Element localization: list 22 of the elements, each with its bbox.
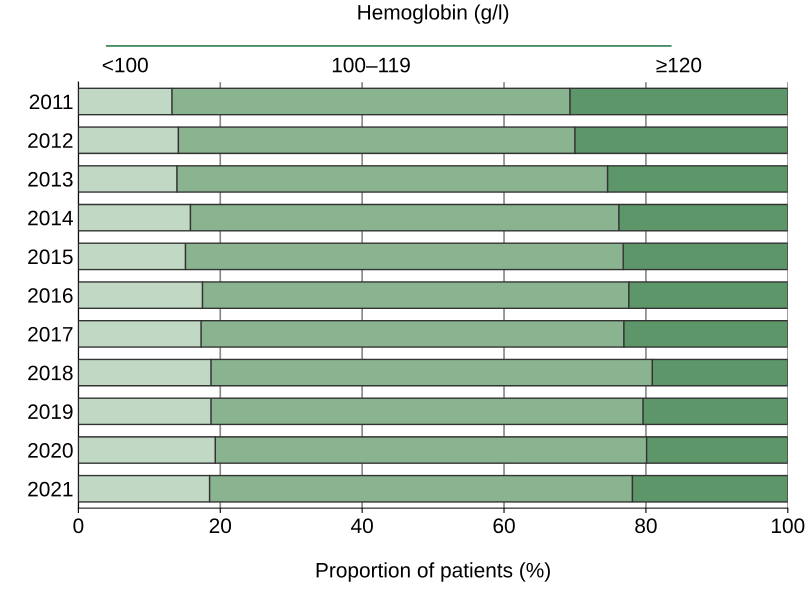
y-tick-label: 2011 xyxy=(30,94,73,110)
x-tick-label: 40 xyxy=(351,518,373,534)
series-label: <100 xyxy=(102,58,148,72)
y-tick-label: 2017 xyxy=(28,326,72,342)
y-tick-label: 2012 xyxy=(28,133,72,148)
y-tick-label: 2021 xyxy=(28,482,73,497)
y-tick-label: 2016 xyxy=(28,288,73,303)
x-tick-label: 0 xyxy=(73,518,84,534)
y-tick-label: 2014 xyxy=(28,210,73,226)
y-tick-label: 2018 xyxy=(28,366,73,380)
x-tick-label: 100 xyxy=(772,518,804,534)
y-tick-label: 2019 xyxy=(28,404,73,420)
x-tick-label: 60 xyxy=(494,518,515,534)
legend-title: Hemoglobin (g/l) xyxy=(358,4,508,24)
series-label: ≥120 xyxy=(656,58,702,72)
x-tick-label: 80 xyxy=(635,518,657,534)
y-tick-label: 2015 xyxy=(28,249,73,264)
y-tick-label: 2013 xyxy=(28,172,73,187)
x-tick-label: 20 xyxy=(210,518,232,534)
x-axis-title: Proportion of patients (%) xyxy=(316,562,550,582)
y-tick-label: 2020 xyxy=(28,443,73,458)
series-label: 100–119 xyxy=(332,58,410,72)
